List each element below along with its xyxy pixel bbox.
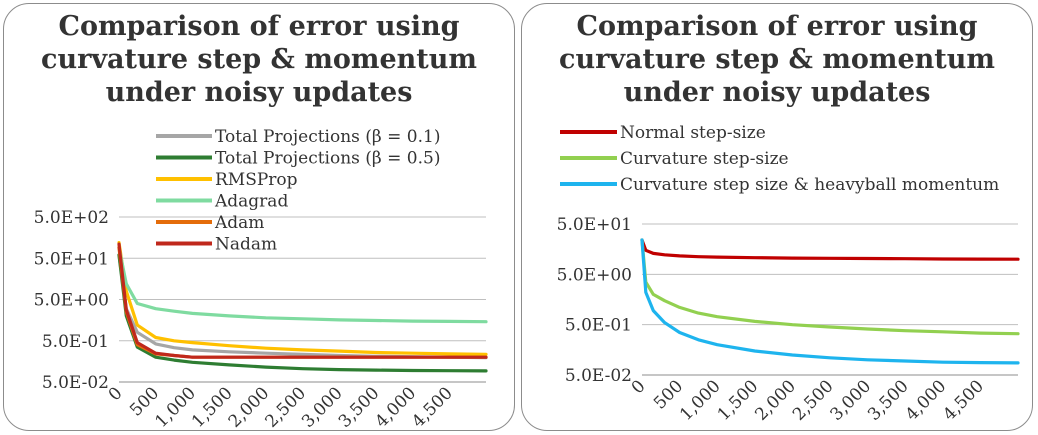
legend-label: Adam: [214, 213, 264, 233]
x-tick-label: 3,500: [864, 376, 913, 425]
legend-label: Nadam: [215, 235, 277, 255]
x-tick-label: 3,000: [298, 383, 347, 432]
legend-label: Curvature step size & heavyball momentum: [620, 175, 999, 195]
chart-panel-left: Comparison of error using curvature step…: [3, 3, 515, 432]
series-line-curvature-step-size-heavyball-momentum: [640, 238, 1020, 365]
series-line-curvature-step-size: [640, 238, 1020, 336]
y-tick-label: 5.0E-02: [565, 366, 632, 386]
y-tick-label: 5.0E-02: [42, 373, 109, 393]
x-tick-label: 0: [105, 383, 127, 405]
series-line-adagrad: [117, 246, 488, 324]
x-tick-label: 1,000: [676, 376, 725, 425]
legend-label: Curvature step-size: [620, 149, 789, 169]
x-tick-label: 1,500: [188, 383, 237, 432]
y-tick-label: 5.0E-01: [42, 332, 109, 352]
chart-title: Comparison of error using curvature step…: [41, 11, 477, 108]
y-tick-label: 5.0E+02: [34, 208, 109, 228]
y-tick-label: 5.0E+00: [34, 291, 109, 311]
y-tick-label: 5.0E+01: [557, 215, 632, 235]
legend-label: Adagrad: [214, 192, 288, 212]
series-line-rmsprop: [117, 241, 488, 356]
series-line-nadam: [117, 242, 488, 359]
x-tick-label: 1,000: [151, 383, 200, 432]
x-tick-label: 3,000: [827, 376, 876, 425]
series-line-total-projections-0-5: [117, 253, 488, 373]
x-tick-label: 2,000: [225, 383, 274, 432]
x-tick-label: 4,500: [939, 376, 988, 425]
x-tick-label: 2,500: [261, 383, 310, 432]
legend-label: RMSProp: [215, 170, 298, 190]
chart-plot-right: 5.0E+015.0E+005.0E-015.0E-020 5001,0001,5…: [557, 123, 1020, 425]
legend-label: Total Projections (β = 0.5): [215, 149, 440, 169]
x-tick-label: 3,500: [335, 383, 384, 432]
x-tick-label: 2,000: [751, 376, 800, 425]
x-tick-label: 4,000: [372, 383, 421, 432]
x-tick-label: 4,000: [902, 376, 951, 425]
chart-plot-left: 5.0E+025.0E+015.0E+005.0E-015.0E-020 5001…: [34, 127, 488, 432]
y-tick-label: 5.0E-01: [565, 316, 632, 336]
y-tick-label: 5.0E+00: [557, 265, 632, 285]
legend-label: Total Projections (β = 0.1): [215, 127, 440, 147]
chart-panel-right: Comparison of error using curvature step…: [521, 3, 1033, 431]
legend-label: Normal step-size: [620, 123, 766, 143]
x-tick-label: 0: [628, 376, 650, 398]
series-line-normal-step-size: [640, 238, 1020, 261]
x-tick-label: 2,500: [789, 376, 838, 425]
x-tick-label: 1,500: [714, 376, 763, 425]
x-tick-label: 4,500: [408, 383, 457, 432]
y-tick-label: 5.0E+01: [34, 249, 109, 269]
chart-title: Comparison of error using curvature step…: [559, 11, 995, 108]
